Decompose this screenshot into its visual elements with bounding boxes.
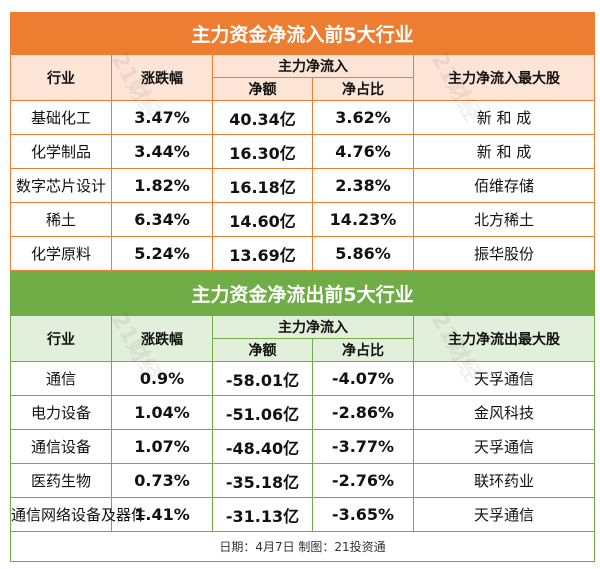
outflow-title: 主力资金净流出前5大行业 — [9, 271, 596, 316]
industry-cell: 通信网络设备及器件 — [10, 497, 146, 532]
change-cell: 3.44% — [111, 134, 213, 169]
table-row: 化学制品 3.44% 16.30亿 4.76% 新 和 成 — [10, 134, 596, 169]
change-cell: 1.04% — [111, 395, 213, 430]
inflow-table: 主力资金净流入前5大行业 行业 涨跌幅 主力净流入 主力净流入最大股 净额 净占… — [9, 12, 596, 271]
top-stock-cell: 新 和 成 — [412, 100, 596, 135]
table-row: 通信设备 1.07% -48.40亿 -3.77% 天孚通信 — [10, 429, 596, 464]
header-net: 净额 — [212, 338, 313, 362]
top-stock-cell: 天孚通信 — [412, 361, 596, 396]
net-amount-cell: 16.30亿 — [212, 134, 313, 169]
table-row: 稀土 6.34% 14.60亿 14.23% 北方稀土 — [10, 202, 596, 237]
change-cell: 0.73% — [111, 463, 213, 498]
net-ratio-cell: 3.62% — [312, 100, 414, 135]
inflow-title: 主力资金净流入前5大行业 — [9, 12, 596, 55]
header-group: 主力净流入 — [212, 54, 414, 78]
industry-cell: 通信设备 — [10, 429, 112, 464]
top-stock-cell: 北方稀土 — [412, 202, 596, 237]
net-amount-cell: -51.06亿 — [212, 395, 313, 430]
header-top-stock: 主力净流出最大股 — [412, 315, 596, 362]
top-stock-cell: 新 和 成 — [412, 134, 596, 169]
header-industry: 行业 — [10, 54, 112, 101]
table-row: 电力设备 1.04% -51.06亿 -2.86% 金风科技 — [10, 395, 596, 430]
table-row: 医药生物 0.73% -35.18亿 -2.76% 联环药业 — [10, 463, 596, 498]
footer-note: 日期：4月7日 制图：21投资通 — [9, 531, 596, 562]
industry-cell: 化学制品 — [10, 134, 112, 169]
net-amount-cell: 13.69亿 — [212, 236, 313, 271]
net-amount-cell: -58.01亿 — [212, 361, 313, 396]
net-ratio-cell: 2.38% — [312, 168, 414, 203]
top-stock-cell: 振华股份 — [412, 236, 596, 271]
table-row: 数字芯片设计 1.82% 16.18亿 2.38% 佰维存储 — [10, 168, 596, 203]
change-cell: 6.34% — [111, 202, 213, 237]
industry-cell: 医药生物 — [10, 463, 112, 498]
header-change: 涨跌幅 — [111, 315, 213, 362]
table-row: 化学原料 5.24% 13.69亿 5.86% 振华股份 — [10, 236, 596, 271]
table-row: 通信 0.9% -58.01亿 -4.07% 天孚通信 — [10, 361, 596, 396]
table-row: 基础化工 3.47% 40.34亿 3.62% 新 和 成 — [10, 100, 596, 135]
header-group: 主力净流入 — [212, 315, 414, 339]
net-ratio-cell: -2.76% — [312, 463, 414, 498]
industry-cell: 稀土 — [10, 202, 112, 237]
industry-cell: 通信 — [10, 361, 112, 396]
top-stock-cell: 天孚通信 — [412, 497, 596, 532]
net-ratio-cell: -3.77% — [312, 429, 414, 464]
net-ratio-cell: 5.86% — [312, 236, 414, 271]
net-ratio-cell: -4.07% — [312, 361, 414, 396]
header-ratio: 净占比 — [312, 77, 414, 101]
change-cell: 1.41% — [111, 497, 213, 532]
net-amount-cell: 40.34亿 — [212, 100, 313, 135]
industry-cell: 电力设备 — [10, 395, 112, 430]
net-amount-cell: 14.60亿 — [212, 202, 313, 237]
flow-tables: 主力资金净流入前5大行业 行业 涨跌幅 主力净流入 主力净流入最大股 净额 净占… — [9, 12, 596, 562]
change-cell: 1.82% — [111, 168, 213, 203]
change-cell: 3.47% — [111, 100, 213, 135]
outflow-table: 主力资金净流出前5大行业 行业 涨跌幅 主力净流入 主力净流出最大股 净额 净占… — [9, 271, 596, 562]
change-cell: 5.24% — [111, 236, 213, 271]
net-amount-cell: 16.18亿 — [212, 168, 313, 203]
top-stock-cell: 联环药业 — [412, 463, 596, 498]
industry-cell: 基础化工 — [10, 100, 112, 135]
top-stock-cell: 佰维存储 — [412, 168, 596, 203]
net-ratio-cell: -2.86% — [312, 395, 414, 430]
header-change: 涨跌幅 — [111, 54, 213, 101]
top-stock-cell: 金风科技 — [412, 395, 596, 430]
header-net: 净额 — [212, 77, 313, 101]
net-ratio-cell: -3.65% — [312, 497, 414, 532]
net-amount-cell: -35.18亿 — [212, 463, 313, 498]
change-cell: 0.9% — [111, 361, 213, 396]
net-ratio-cell: 4.76% — [312, 134, 414, 169]
header-top-stock: 主力净流入最大股 — [412, 54, 596, 101]
table-row: 通信网络设备及器件 1.41% -31.13亿 -3.65% 天孚通信 — [10, 497, 596, 532]
net-amount-cell: -31.13亿 — [212, 497, 313, 532]
industry-cell: 数字芯片设计 — [10, 168, 112, 203]
net-amount-cell: -48.40亿 — [212, 429, 313, 464]
change-cell: 1.07% — [111, 429, 213, 464]
header-ratio: 净占比 — [312, 338, 414, 362]
industry-cell: 化学原料 — [10, 236, 112, 271]
header-industry: 行业 — [10, 315, 112, 362]
top-stock-cell: 天孚通信 — [412, 429, 596, 464]
net-ratio-cell: 14.23% — [312, 202, 414, 237]
